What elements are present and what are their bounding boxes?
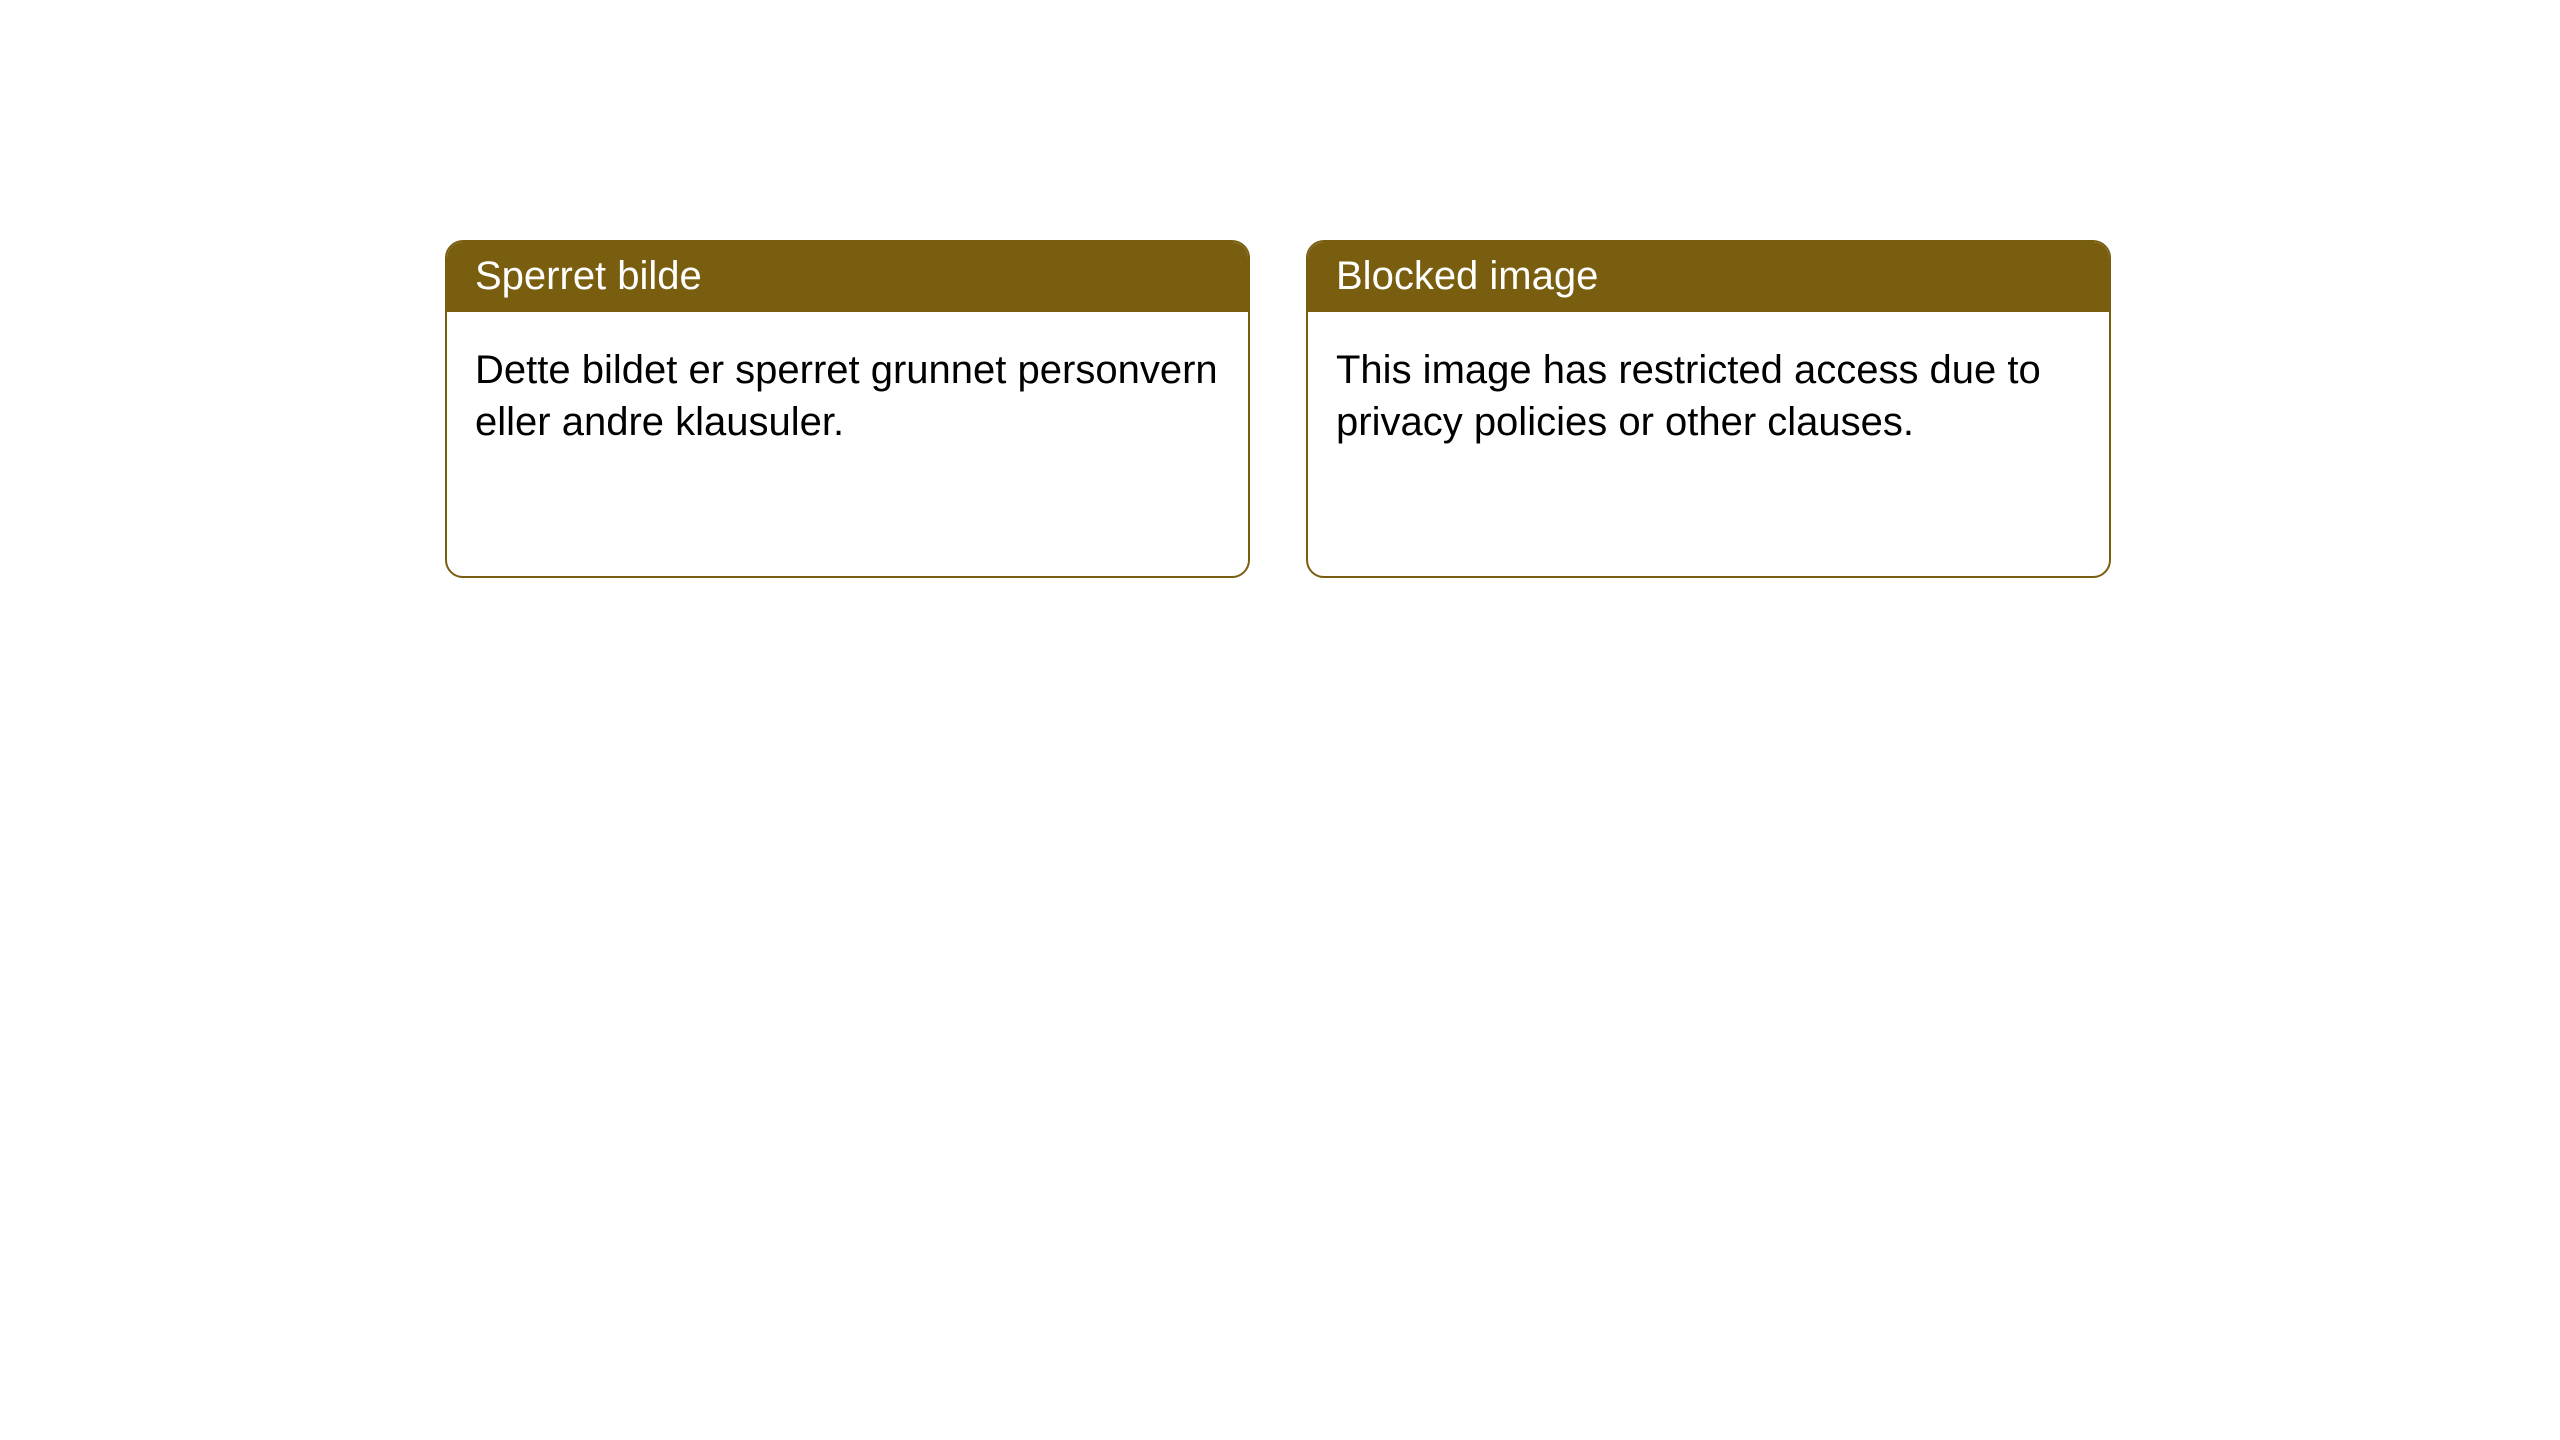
card-body: Dette bildet er sperret grunnet personve… [447, 312, 1248, 480]
notice-cards-container: Sperret bilde Dette bildet er sperret gr… [0, 0, 2560, 578]
notice-card-english: Blocked image This image has restricted … [1306, 240, 2111, 578]
card-body-text: This image has restricted access due to … [1336, 348, 2041, 444]
card-title: Blocked image [1336, 254, 1598, 298]
card-title: Sperret bilde [475, 254, 702, 298]
card-body: This image has restricted access due to … [1308, 312, 2109, 480]
card-header: Sperret bilde [447, 242, 1248, 312]
card-header: Blocked image [1308, 242, 2109, 312]
notice-card-norwegian: Sperret bilde Dette bildet er sperret gr… [445, 240, 1250, 578]
card-body-text: Dette bildet er sperret grunnet personve… [475, 348, 1218, 444]
